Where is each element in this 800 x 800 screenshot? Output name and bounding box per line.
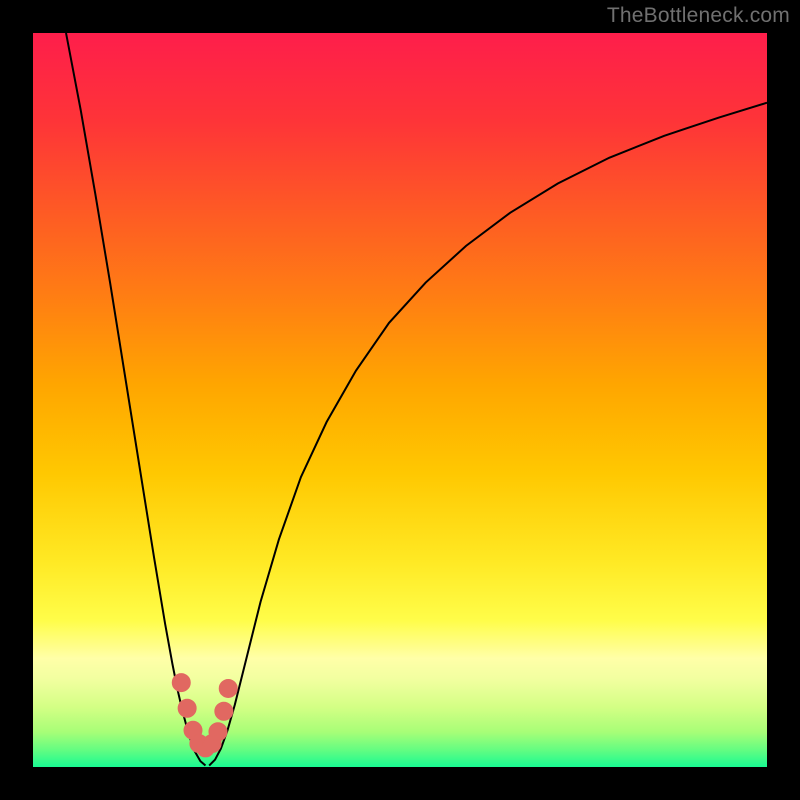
chart-svg — [0, 0, 800, 800]
marker-point — [215, 702, 233, 720]
bottleneck-curve-left — [66, 33, 205, 766]
watermark-label: TheBottleneck.com — [607, 4, 790, 28]
marker-point — [178, 699, 196, 717]
marker-point — [209, 723, 227, 741]
marker-cluster — [172, 674, 237, 757]
bottleneck-curve-right — [209, 103, 767, 766]
chart-container: TheBottleneck.com — [0, 0, 800, 800]
marker-point — [219, 679, 237, 697]
marker-point — [172, 674, 190, 692]
